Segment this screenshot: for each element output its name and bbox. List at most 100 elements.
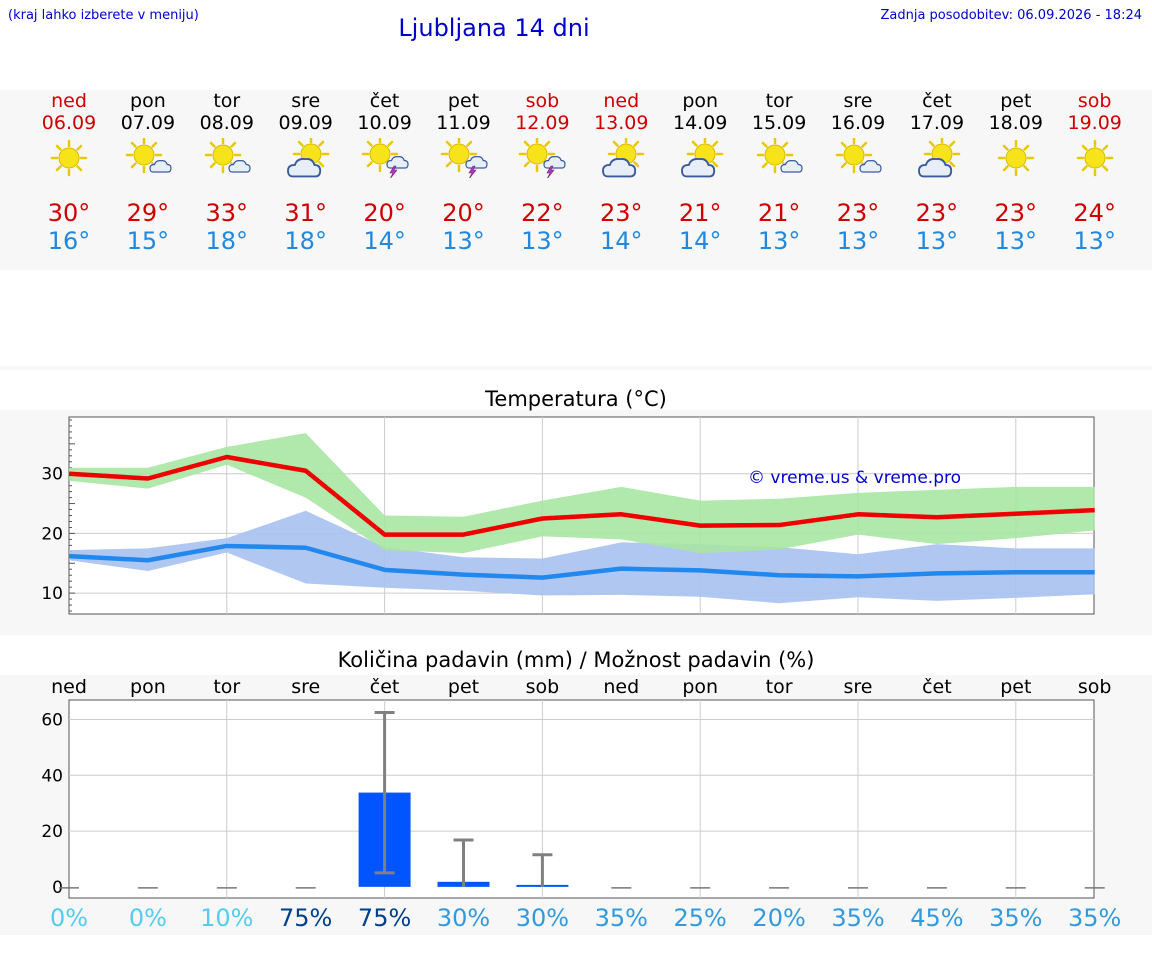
sun-icon [45, 138, 93, 178]
day-date: 18.09 [988, 112, 1043, 134]
cloud-shape [464, 156, 488, 169]
sun-ray [524, 161, 531, 168]
day-name: čet [369, 90, 400, 112]
max-temp: 21° [757, 199, 801, 227]
sun-ray [209, 141, 216, 148]
day-name: tor [765, 90, 793, 112]
sun-ray [712, 140, 719, 147]
sun-ray [633, 140, 640, 147]
cloud-outline [917, 158, 953, 178]
day-date: 15.09 [751, 112, 807, 134]
day-name: ned [51, 90, 87, 112]
precip-day-label: čet [369, 676, 400, 698]
sun-ray [130, 162, 137, 169]
lightning-bolt [389, 165, 398, 180]
precip-probability: 35% [831, 904, 885, 932]
sun-disc [133, 144, 155, 166]
min-temp: 14° [678, 227, 722, 255]
sun-ray [712, 161, 719, 168]
sun-disc [843, 144, 865, 166]
min-temp: 15° [126, 227, 170, 255]
sun-icon [1071, 138, 1119, 178]
cloud-shape [681, 158, 716, 178]
day-date: 13.09 [594, 112, 649, 134]
sun-ray [840, 162, 847, 169]
sun-ray [317, 140, 324, 147]
temperature-chart-panel [0, 410, 1152, 635]
sun-ray [366, 140, 373, 147]
max-temp: 20° [363, 199, 406, 227]
precip-day-label: čet [922, 676, 952, 698]
day-name: sob [525, 90, 560, 112]
cloud-sun-icon [597, 135, 645, 178]
sun-ray [691, 140, 698, 147]
cloud-shape [385, 156, 409, 169]
sun-ray [840, 141, 847, 148]
cloud-outline [385, 156, 409, 169]
last-updated: Zadnja posodobitev: 06.09.2026 - 18:24 [880, 8, 1142, 23]
sun-disc [1084, 147, 1106, 169]
precip-day-label: sob [525, 676, 560, 698]
lightning-bolt [546, 165, 556, 180]
divider [0, 366, 1152, 370]
sun-ray [76, 165, 83, 172]
sun-ray [613, 140, 620, 147]
page-title: Ljubljana 14 dni [398, 14, 590, 42]
sun-ray [465, 140, 472, 147]
sun-ray [209, 162, 216, 169]
sun-disc [1005, 147, 1027, 169]
min-temp: 13° [757, 227, 801, 255]
copyright-annotation: © vreme.us & vreme.pro [748, 468, 962, 488]
precip-probability: 0% [49, 904, 89, 932]
sun-disc [764, 144, 786, 166]
day-date: 09.09 [278, 112, 333, 134]
precip-day-label: ned [603, 676, 640, 698]
min-temp: 13° [1073, 227, 1116, 255]
cloud-shape [149, 160, 172, 173]
cloud-outline [464, 156, 488, 169]
sun-ray [544, 140, 551, 147]
sun-disc [448, 143, 469, 165]
day-date: 12.09 [515, 112, 570, 134]
sun-ray [1002, 144, 1009, 151]
cloud-outline [859, 160, 882, 173]
min-temp: 16° [47, 227, 91, 255]
day-date: 06.09 [41, 112, 97, 134]
precip-probability: 20% [752, 904, 806, 932]
max-temp: 29° [126, 199, 170, 227]
min-temp: 14° [363, 227, 406, 255]
sun-ray [130, 141, 137, 148]
min-temp: 18° [284, 227, 327, 255]
sun-ray [366, 161, 373, 168]
sun-shape [756, 136, 794, 174]
cloud-sun-icon [913, 135, 961, 178]
sun-ray [761, 141, 768, 148]
sun-cloud-icon [834, 136, 882, 178]
sun-disc [58, 147, 80, 169]
sun-ray [55, 144, 62, 151]
location-menu-hint: (kraj lahko izberete v meniju) [8, 8, 199, 23]
cloud-outline [543, 156, 566, 169]
day-date: 10.09 [357, 112, 412, 134]
precip-probability: 35% [989, 904, 1043, 932]
max-temp: 22° [521, 199, 564, 227]
min-temp: 13° [994, 227, 1038, 255]
sun-ray [1081, 165, 1088, 172]
sun-ray [633, 161, 640, 168]
min-temp: 13° [915, 227, 959, 255]
sun-ray [386, 140, 393, 147]
sun-ray [1081, 144, 1088, 151]
cloud-shape [602, 158, 637, 178]
day-date: 11.09 [436, 112, 491, 134]
cloud-shape [543, 156, 566, 169]
sun-ray [445, 140, 452, 147]
sun-ray [782, 141, 789, 148]
sun-storm-icon [440, 135, 488, 180]
day-name: čet [922, 90, 952, 112]
sun-cloud-icon [124, 136, 172, 178]
precip-day-label: tor [765, 676, 793, 698]
sun-ray [297, 140, 304, 147]
sun-storm-icon [361, 135, 409, 180]
day-name: ned [603, 90, 640, 112]
day-date: 14.09 [672, 112, 728, 134]
